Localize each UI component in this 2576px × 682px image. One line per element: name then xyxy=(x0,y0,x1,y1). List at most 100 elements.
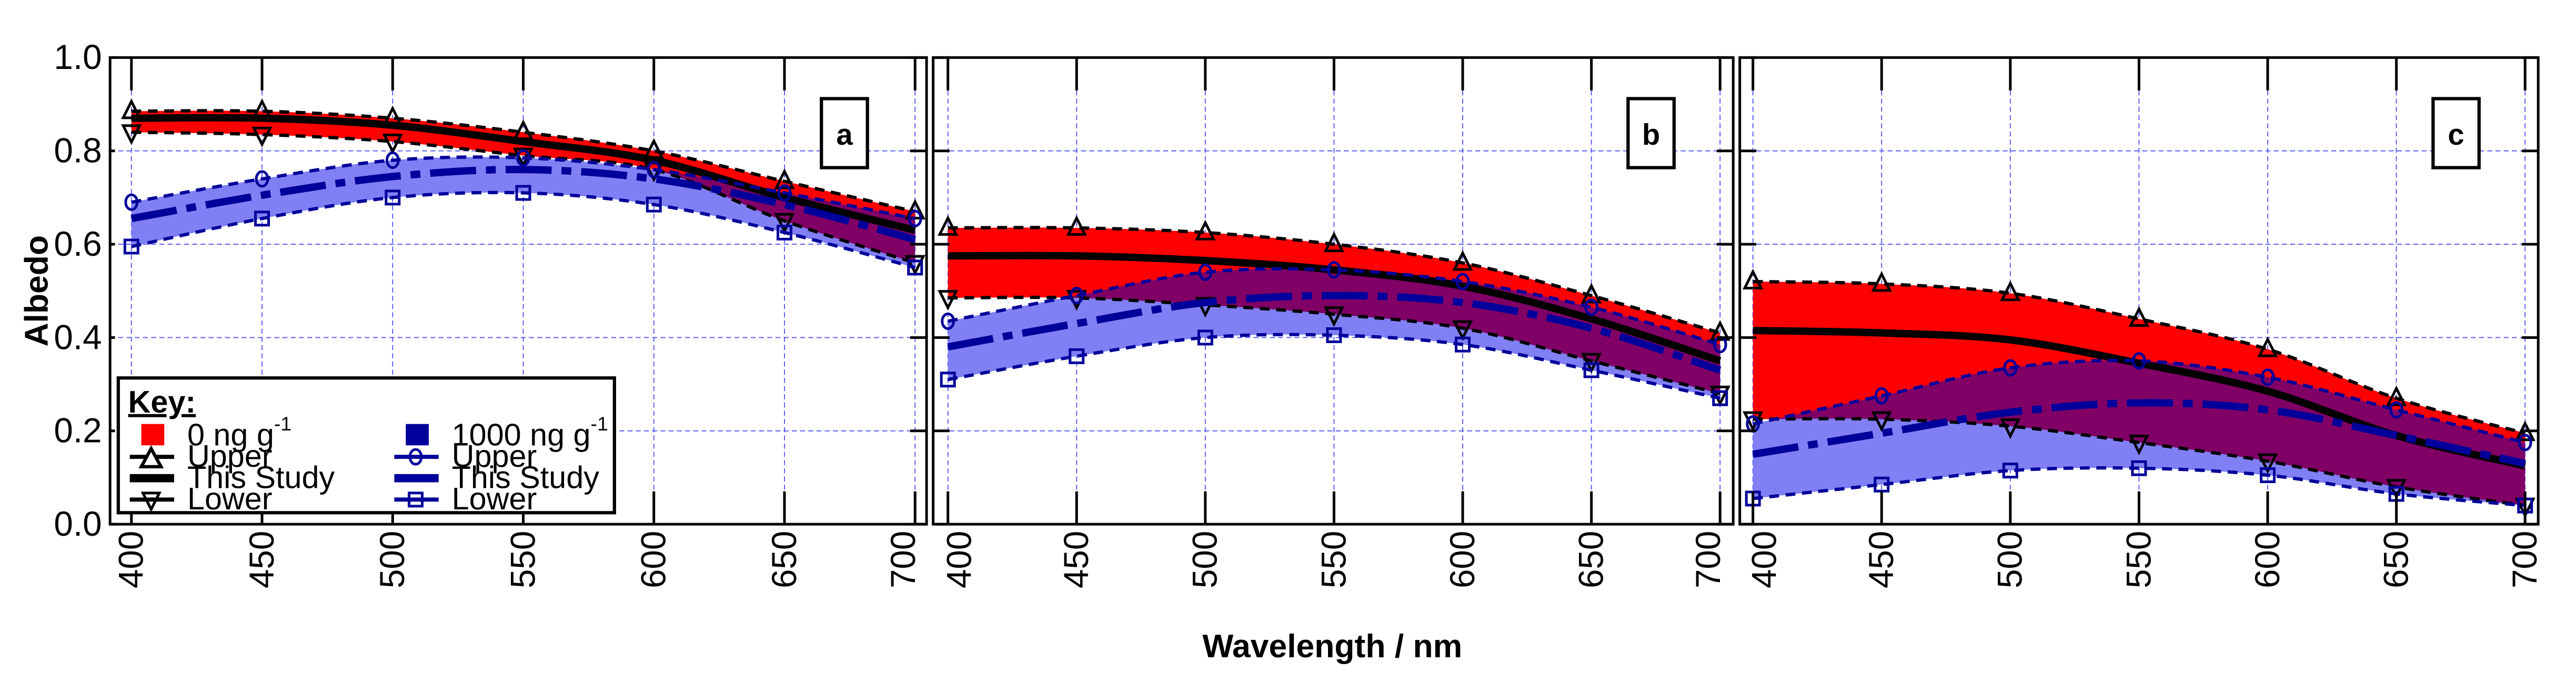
y-tick-label: 1.0 xyxy=(54,38,102,76)
line-1000ng-upper xyxy=(131,155,915,220)
legend-swatch-bc xyxy=(406,424,429,446)
line-0ng-upper-point xyxy=(1195,219,1216,240)
line-1000ng-lower-point xyxy=(123,238,139,255)
line-1000ng-upper xyxy=(1752,358,2525,444)
line-1000ng-lower-point xyxy=(1874,476,1890,493)
line-1000ng-lower-point xyxy=(1197,329,1213,346)
x-tick-label: 650 xyxy=(1572,531,1610,588)
x-tick-label: 600 xyxy=(2248,531,2287,588)
panel-c: 400 450 500 550 600 650 700 c xyxy=(1738,56,2544,588)
legend-label-clean-mid: This Study xyxy=(187,459,335,495)
line-1000ng-lower-point xyxy=(1583,362,1599,378)
line-1000ng-lower-point xyxy=(254,210,270,227)
x-tick-label: 550 xyxy=(1314,531,1353,588)
line-0ng-this-study xyxy=(131,114,916,234)
x-tick-label: 450 xyxy=(1862,531,1900,588)
legend-label-bc: 1000 ng g-1 xyxy=(452,413,608,452)
legend-box xyxy=(116,376,616,515)
y-tick-label: 0.2 xyxy=(54,412,102,450)
legend: Key: 0 ng g-1 Upper This Study Lower 100… xyxy=(116,376,616,516)
line-0ng-lower-point xyxy=(382,134,403,155)
panel-label: c xyxy=(2448,118,2464,151)
line-0ng-upper-point xyxy=(1066,215,1087,236)
line-0ng-this-study xyxy=(948,252,1722,365)
line-1000ng-lower-point xyxy=(1326,327,1342,343)
line-0ng-upper-point xyxy=(1452,250,1473,271)
x-tick-label: 600 xyxy=(635,531,673,588)
panel-label-box xyxy=(820,97,869,169)
line-1000ng-lower-point xyxy=(2260,467,2276,484)
x-tick-label: 500 xyxy=(1991,531,2029,588)
line-1000ng-upper-point xyxy=(1874,387,1889,405)
line-0ng-upper-point xyxy=(1871,271,1892,292)
line-1000ng-upper-point xyxy=(2132,352,2146,370)
line-1000ng-upper-point xyxy=(1069,287,1084,305)
x-tick-label: 650 xyxy=(765,531,803,588)
line-0ng-upper-point xyxy=(937,215,959,236)
x-tick-label: 700 xyxy=(884,531,922,588)
y-tick-label: 0.8 xyxy=(54,132,102,170)
legend-marker-lower-triangle-icon xyxy=(129,492,174,513)
line-1000ng-upper-point xyxy=(647,161,661,178)
line-1000ng-upper-point xyxy=(124,193,139,211)
x-tick-label: 500 xyxy=(373,531,411,588)
line-1000ng-lower-point xyxy=(515,185,531,201)
x-tick-label: 500 xyxy=(1186,531,1224,588)
panel-b: 400 450 500 550 600 650 700 b xyxy=(932,56,1735,588)
line-1000ng-upper-point xyxy=(516,149,530,167)
line-1000ng-lower-point xyxy=(646,196,662,213)
x-tick-label: 450 xyxy=(243,531,281,588)
line-1000ng-upper-point xyxy=(1198,263,1213,281)
line-0ng-lower-point xyxy=(904,255,925,276)
line-0ng-lower-point xyxy=(937,290,959,311)
x-tick-label: 550 xyxy=(504,531,542,588)
panel-label-box xyxy=(2431,97,2481,169)
line-1000ng-lower-point xyxy=(907,259,923,276)
x-tick-label: 400 xyxy=(940,531,978,588)
legend-label-clean-upper: Upper xyxy=(187,438,273,474)
line-0ng-upper-point xyxy=(1709,320,1730,341)
line-1000ng-upper-point xyxy=(2518,434,2532,452)
line-1000ng-this-study xyxy=(1752,399,2526,467)
line-0ng-lower-point xyxy=(2000,418,2021,439)
legend-marker-upper-circle-icon-glyph xyxy=(408,448,423,466)
line-0ng-upper-point xyxy=(1581,283,1602,304)
line-0ng-lower-point xyxy=(2257,453,2278,474)
line-0ng-upper-point xyxy=(2257,336,2278,357)
line-0ng-lower xyxy=(131,131,916,265)
legend-title: Key: xyxy=(128,384,196,419)
line-1000ng-lower-point xyxy=(2131,460,2147,476)
line-0ng-lower-point xyxy=(1709,385,1730,407)
line-1000ng-lower-point xyxy=(1712,390,1728,406)
legend-label-bc-upper: Upper xyxy=(452,438,537,474)
line-1000ng-lower xyxy=(948,333,1720,400)
line-0ng-lower-point xyxy=(1323,306,1345,327)
line-0ng-lower-point xyxy=(774,213,795,234)
panel-label: a xyxy=(836,118,853,151)
line-0ng-upper-point xyxy=(2000,280,2021,302)
panel-label-box xyxy=(1626,97,1676,169)
x-tick-label: 400 xyxy=(112,531,150,588)
legend-label-clean: 0 ng g-1 xyxy=(187,413,291,452)
line-1000ng-lower-point xyxy=(1455,336,1471,353)
x-tick-label: 550 xyxy=(2119,531,2158,588)
panel-a: 400 450 500 550 600 650 700 0.0 0.2 0.4 0.6 0.8 1.0 a xyxy=(54,38,928,588)
panel-label: b xyxy=(1642,118,1660,151)
line-1000ng-upper-point xyxy=(908,209,922,227)
line-1000ng-lower-point xyxy=(385,189,401,206)
line-1000ng-lower-point xyxy=(1069,348,1085,364)
x-axis-label: Wavelength / nm xyxy=(1202,628,1462,665)
y-tick-label: 0.4 xyxy=(54,318,102,356)
line-1000ng-upper-point xyxy=(941,312,955,330)
line-1000ng-this-study xyxy=(947,292,1722,374)
line-1000ng-lower-point xyxy=(940,372,956,388)
legend-label-bc-lower: Lower xyxy=(452,481,537,516)
line-1000ng-this-study xyxy=(130,166,917,244)
line-0ng-upper xyxy=(131,109,915,214)
legend-label-clean-lower: Lower xyxy=(187,481,273,516)
line-1000ng-upper-point xyxy=(2003,359,2018,377)
line-1000ng-lower-point xyxy=(2002,463,2018,479)
x-tick-label: 400 xyxy=(1745,531,1783,588)
x-tick-label: 650 xyxy=(2377,531,2415,588)
